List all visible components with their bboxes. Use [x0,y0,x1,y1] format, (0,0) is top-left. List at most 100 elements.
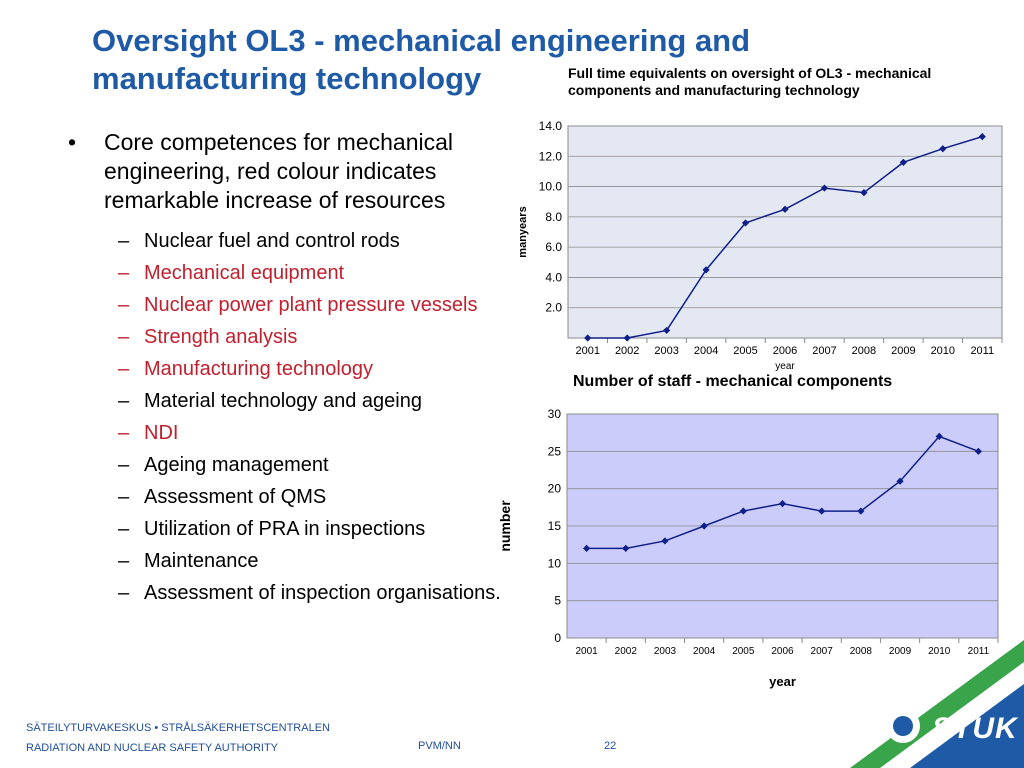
y-tick-label: 14.0 [539,119,563,133]
x-tick-label: 2011 [968,646,990,657]
competence-item: – Maintenance [118,549,502,574]
x-tick-label: 2007 [812,345,836,357]
competence-item-text: Nuclear fuel and control rods [144,230,400,252]
competence-item: – NDI [118,421,502,446]
y-axis-title: manyears [517,206,529,257]
x-tick-label: 2001 [575,345,599,357]
competence-item: – Nuclear power plant pressure vessels [118,293,502,318]
logo-blue-swoosh [910,684,1024,768]
competence-item-text: Mechanical equipment [144,262,345,284]
data-point [818,507,826,515]
x-tick-label: 2004 [694,345,718,357]
x-tick-label: 2009 [889,646,912,657]
y-axis-title: number [497,500,513,552]
main-bullet-text: Core competences for mechanical engineer… [104,129,453,213]
y-tick-label: 12.0 [539,149,563,163]
competence-item-text: Nuclear power plant pressure vessels [144,294,478,316]
footer-reference: PVM/NN [418,740,461,752]
dash-icon: – [118,230,130,252]
x-tick-label: 2008 [850,646,873,657]
competence-item: – Assessment of inspection organisations. [118,581,502,606]
dash-icon: – [118,582,130,604]
data-point [623,334,631,342]
page-number: 22 [604,740,617,752]
competence-item: – Manufacturing technology [118,357,502,382]
competence-item: – Strength analysis [118,325,502,350]
competence-item-text: Assessment of QMS [144,486,327,508]
x-tick-label: 2007 [811,646,834,657]
fte-line-chart: 2.0 4.0 6.0 8.0 10.0 12.0 14.0 2001 2002 2003 2004… [517,119,1003,372]
data-point [781,205,789,213]
footer-org-line2: RADIATION AND NUCLEAR SAFETY AUTHORITY [26,742,279,754]
x-tick-label: 2008 [852,345,876,357]
data-point [584,334,592,342]
x-tick-label: 2005 [733,345,757,357]
x-axis-title: year [769,674,796,689]
competence-item: – Utilization of PRA in inspections [118,517,502,542]
dash-icon: – [118,422,130,444]
competence-item-text: Manufacturing technology [144,358,374,380]
main-bullet: • Core competences for mechanical engine… [62,128,502,215]
x-tick-label: 2004 [693,646,716,657]
plot-area [567,125,1003,339]
data-point [978,133,986,141]
y-tick-label: 5 [554,594,561,608]
competence-item-text: Maintenance [144,550,259,572]
dash-icon: – [118,294,130,316]
x-tick-label: 2006 [771,646,794,657]
competence-item-text: Strength analysis [144,326,298,348]
logo-divider [890,670,1024,768]
data-point [939,145,947,153]
dash-icon: – [118,262,130,284]
x-tick-label: 2003 [654,646,677,657]
data-point [935,432,943,440]
data-point [896,477,904,485]
y-tick-label: 30 [548,407,562,421]
bullet-dot-icon: • [68,129,77,155]
dash-icon: – [118,358,130,380]
competence-item-text: Assessment of inspection organisations. [144,582,501,604]
x-tick-label: 2001 [575,646,598,657]
y-tick-label: 2.0 [545,301,562,315]
x-tick-label: 2002 [615,345,639,357]
y-tick-label: 10.0 [539,180,563,194]
dash-icon: – [118,326,130,348]
data-point [741,219,750,227]
x-axis-title: year [775,361,795,372]
x-tick-label: 2002 [615,646,638,657]
x-tick-label: 2005 [732,646,755,657]
dash-icon: – [118,390,130,412]
y-tick-label: 10 [548,556,562,570]
data-point [820,184,829,192]
slide-title: Oversight OL3 - mechanical engineering a… [92,23,751,96]
staff-line-chart: 0 5 10 15 20 25 30 2001 2002 2003 2004 2005 2006 2007… [497,407,999,689]
dash-icon: – [118,518,130,540]
competence-item: – Nuclear fuel and control rods [118,229,502,254]
data-point [974,447,983,455]
competence-list: – Nuclear fuel and control rods – Mechanica… [62,229,502,606]
bullet-section: • Core competences for mechanical engine… [62,128,502,613]
x-tick-label: 2010 [931,345,955,357]
chart2-title: Number of staff - mechanical components [573,373,893,390]
competence-item: – Ageing management [118,453,502,478]
chart1-title: Full time equivalents on oversight of OL… [568,65,932,98]
y-tick-label: 20 [548,482,562,496]
data-point [860,189,868,197]
y-tick-label: 25 [548,444,562,458]
dash-icon: – [118,454,130,476]
y-tick-label: 15 [548,519,562,533]
x-tick-label: 2006 [773,345,797,357]
competence-item-text: Utilization of PRA in inspections [144,518,426,540]
x-tick-label: 2009 [891,345,915,357]
competence-item-text: Material technology and ageing [144,390,422,412]
y-tick-label: 6.0 [545,240,562,254]
competence-item: – Assessment of QMS [118,485,502,510]
stuk-wordmark: STUK [932,712,1018,745]
competence-item-text: Ageing management [144,454,329,476]
dash-icon: – [118,550,130,572]
competence-item-text: NDI [144,422,179,444]
data-point [700,522,708,530]
data-point [899,158,907,166]
x-tick-label: 2003 [654,345,678,357]
x-tick-label: 2010 [928,646,951,657]
